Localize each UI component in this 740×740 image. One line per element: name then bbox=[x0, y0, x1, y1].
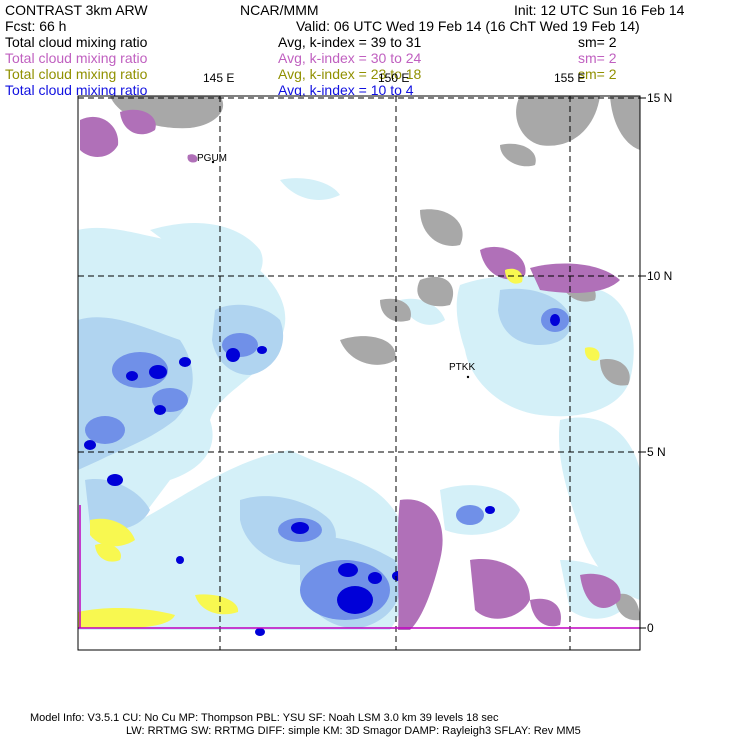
field-kindex-3: Avg, k-index = 23 to 18 bbox=[278, 66, 422, 82]
field-name-4: Total cloud mixing ratio bbox=[5, 82, 148, 98]
station-label-ptkk: PTKK bbox=[449, 362, 475, 373]
lat-label-0: 0 bbox=[647, 621, 654, 635]
field-name-3: Total cloud mixing ratio bbox=[5, 66, 148, 82]
field-name-2: Total cloud mixing ratio bbox=[5, 50, 148, 66]
model-title: CONTRAST 3km ARW bbox=[5, 2, 148, 18]
lon-label-155: 155 E bbox=[554, 71, 585, 85]
lon-label-145: 145 E bbox=[203, 71, 234, 85]
gray-cloud-field bbox=[110, 96, 640, 621]
model-info-line-1: Model Info: V3.5.1 CU: No Cu MP: Thompso… bbox=[30, 712, 499, 724]
lat-ticks bbox=[640, 97, 646, 629]
model-info-line-2: LW: RRTMG SW: RRTMG DIFF: simple KM: 3D … bbox=[126, 725, 581, 737]
map-frame bbox=[77, 95, 641, 651]
lat-lon-grid bbox=[78, 96, 640, 650]
org-label: NCAR/MMM bbox=[240, 2, 319, 18]
field-kindex-1: Avg, k-index = 39 to 31 bbox=[278, 34, 422, 50]
init-time: Init: 12 UTC Sun 16 Feb 14 bbox=[514, 2, 685, 18]
forecast-hour: Fcst: 66 h bbox=[5, 18, 67, 34]
field-kindex-2: Avg, k-index = 30 to 24 bbox=[278, 50, 422, 66]
field-name-1: Total cloud mixing ratio bbox=[5, 34, 148, 50]
field-sm-3: sm= 2 bbox=[578, 66, 617, 82]
field-sm-2: sm= 2 bbox=[578, 50, 617, 66]
field-sm-1: sm= 2 bbox=[578, 34, 617, 50]
station-label-pgum: PGUM bbox=[197, 153, 227, 164]
lat-label-15n: 15 N bbox=[647, 91, 672, 105]
valid-time: Valid: 06 UTC Wed 19 Feb 14 (16 ChT Wed … bbox=[296, 18, 640, 34]
station-marker-ptkk bbox=[466, 375, 470, 379]
field-kindex-4: Avg, k-index = 10 to 4 bbox=[278, 82, 414, 98]
purple-cloud-field bbox=[80, 109, 621, 630]
deep-blue-cloud-cores bbox=[84, 314, 606, 636]
lat-label-10n: 10 N bbox=[647, 269, 672, 283]
lon-label-150: 150 E bbox=[378, 71, 409, 85]
lat-label-5n: 5 N bbox=[647, 445, 666, 459]
station-marker-pgum bbox=[211, 160, 215, 164]
